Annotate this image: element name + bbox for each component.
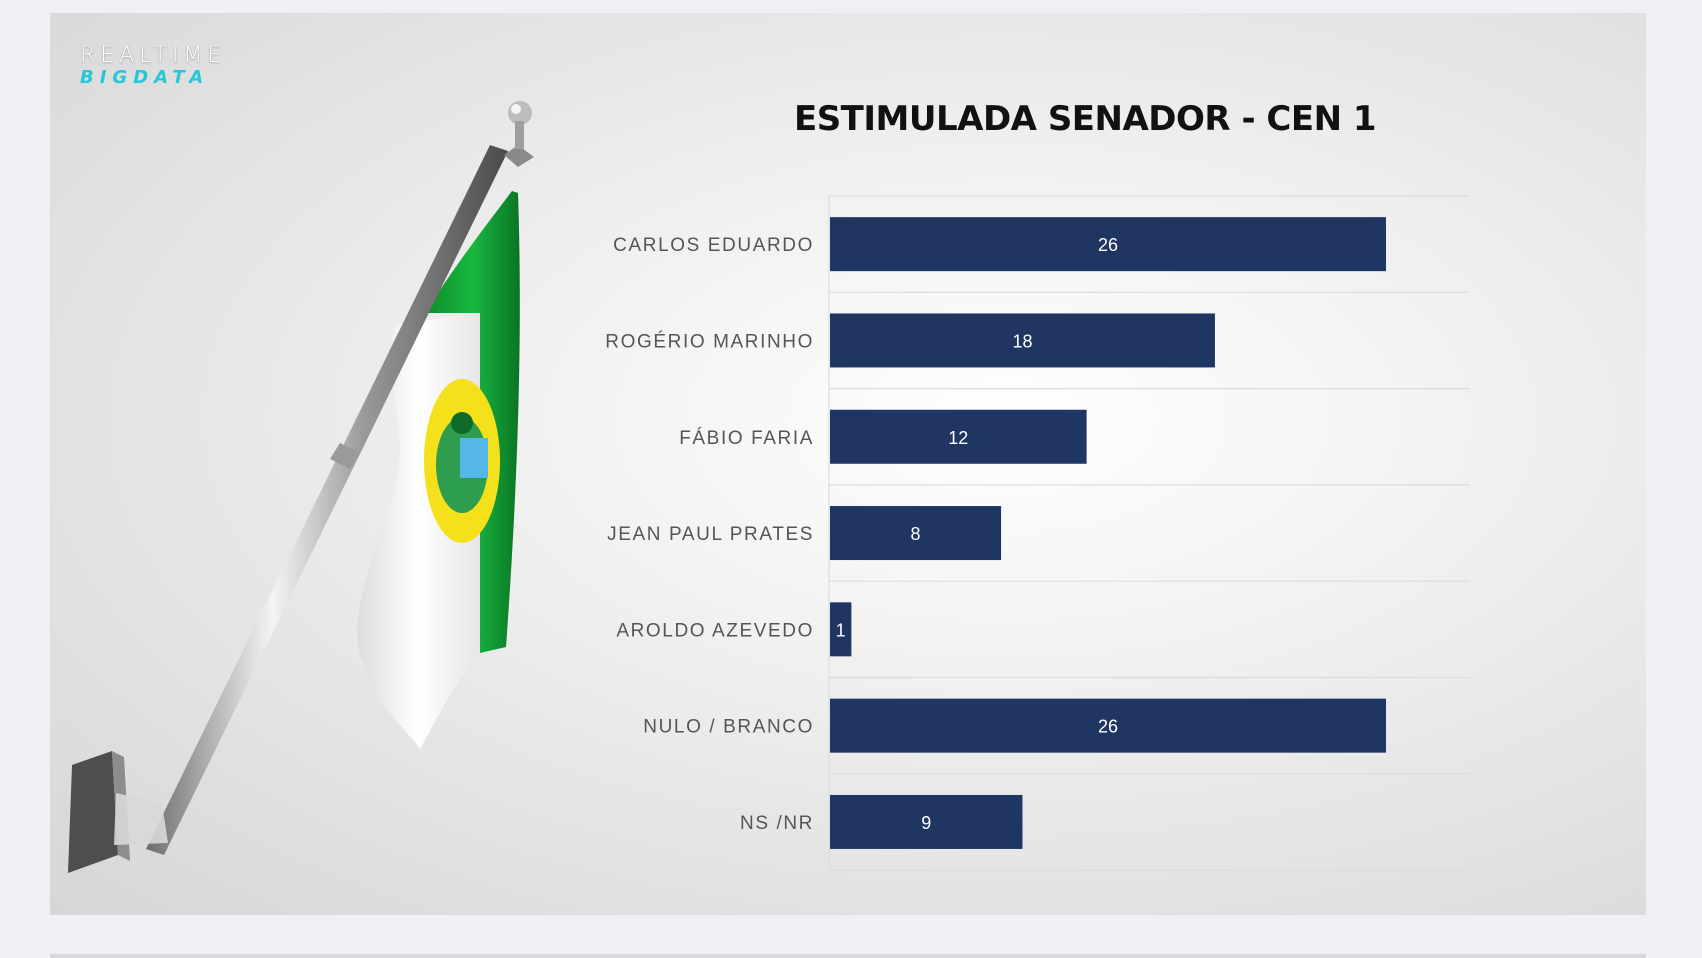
flag-pole-illustration bbox=[68, 101, 534, 873]
chart-title: ESTIMULADA SENADOR - CEN 1 bbox=[793, 99, 1377, 139]
bar bbox=[830, 506, 1002, 561]
category-label: JEAN PAUL PRATES bbox=[607, 524, 814, 545]
data-label: 26 bbox=[1098, 717, 1118, 737]
category-label: AROLDO AZEVEDO bbox=[616, 620, 814, 641]
logo-line1: REALTIME bbox=[80, 43, 227, 68]
bar bbox=[830, 409, 1087, 464]
data-label: 26 bbox=[1098, 235, 1118, 255]
bar bbox=[830, 217, 1386, 272]
category-label: NULO / BRANCO bbox=[643, 717, 814, 738]
page-divider bbox=[50, 954, 1646, 958]
category-label: CARLOS EDUARDO bbox=[613, 235, 814, 256]
category-label: NS /NR bbox=[740, 813, 814, 834]
category-label: FÁBIO FARIA bbox=[679, 428, 814, 449]
bar bbox=[830, 794, 1023, 849]
category-label: ROGÉRIO MARINHO bbox=[605, 331, 814, 352]
data-label: 18 bbox=[1012, 331, 1032, 351]
bar bbox=[830, 313, 1215, 368]
data-label: 9 bbox=[921, 813, 931, 833]
bar bbox=[830, 602, 852, 657]
data-label: 12 bbox=[948, 428, 968, 448]
brand-logo: REALTIME BIGDATA bbox=[80, 45, 226, 87]
slide: REALTIME BIGDATA ESTIMULADA SENADOR - CE… bbox=[50, 13, 1646, 915]
bar bbox=[830, 698, 1386, 753]
data-label: 8 bbox=[911, 524, 921, 544]
data-label: 1 bbox=[836, 620, 846, 640]
logo-line2: BIGDATA bbox=[80, 67, 210, 88]
